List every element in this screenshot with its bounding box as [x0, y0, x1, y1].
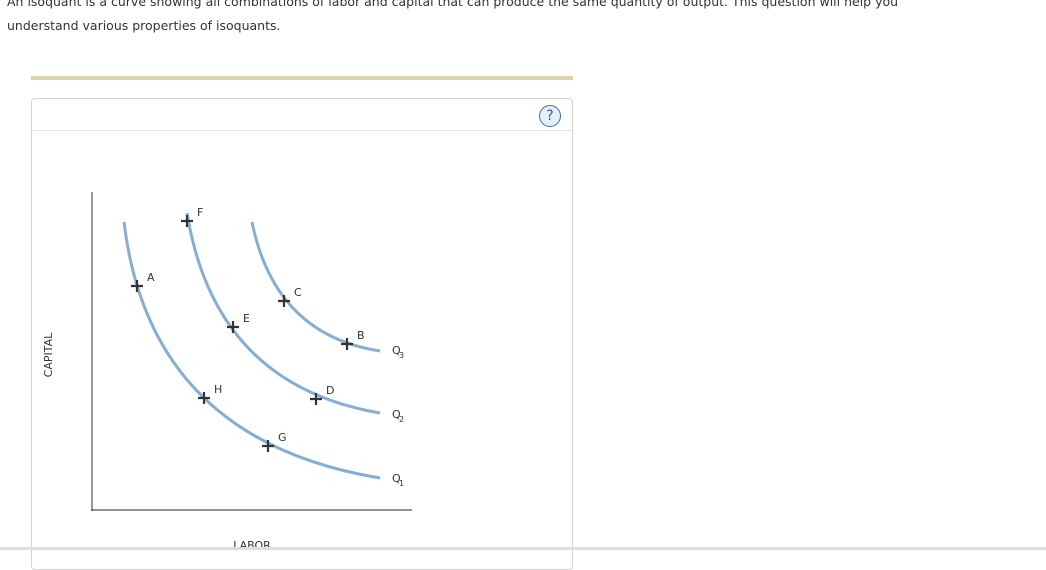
curve-label-subscript: 3	[399, 351, 404, 360]
isoquant-curve	[122, 221, 381, 480]
panel-header: ?	[32, 99, 572, 131]
point-label: B	[357, 329, 365, 342]
point-marker	[198, 392, 210, 404]
curve-label-subscript: 2	[399, 415, 404, 424]
help-button[interactable]: ?	[539, 105, 561, 127]
curve-label: Q	[392, 408, 401, 421]
point-marker	[181, 215, 193, 227]
point-marker	[341, 338, 353, 350]
point-label: A	[147, 271, 155, 284]
point-label: H	[214, 383, 222, 396]
point-marker	[227, 321, 239, 333]
point-label: G	[278, 431, 287, 444]
isoquant-curve	[185, 212, 381, 415]
y-axis-label: CAPITAL	[42, 332, 55, 377]
point-marker	[262, 440, 274, 452]
point-label: F	[197, 206, 203, 219]
point-marker	[278, 295, 290, 307]
point-marker	[310, 393, 322, 405]
point-label: C	[294, 286, 302, 299]
x-axis-label: LABOR	[233, 539, 271, 550]
divider-bar	[31, 76, 573, 80]
curve-label: Q	[392, 472, 401, 485]
point-label: D	[326, 384, 334, 397]
question-text: An isoquant is a curve showing all combi…	[7, 0, 899, 33]
footer-line	[0, 547, 1046, 550]
point-marker	[131, 280, 143, 292]
point-label: E	[243, 312, 250, 325]
curve-label: Q	[392, 344, 401, 357]
curve-label-subscript: 1	[399, 479, 404, 488]
isoquant-curve	[250, 221, 381, 353]
